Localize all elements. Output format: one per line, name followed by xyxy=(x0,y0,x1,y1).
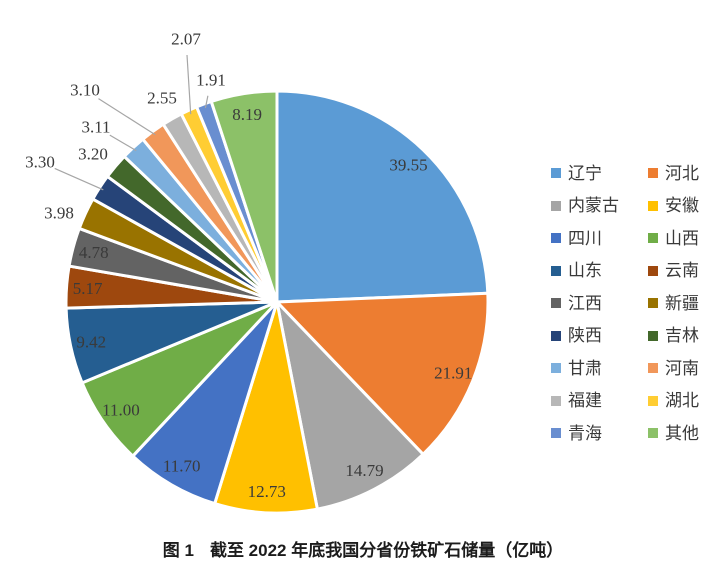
legend-item-7: 云南 xyxy=(648,262,699,279)
slice-value-label-14: 2.55 xyxy=(147,89,177,108)
legend-label: 福建 xyxy=(568,391,602,411)
legend-item-17: 其他 xyxy=(648,425,699,442)
slice-value-label-3: 12.73 xyxy=(248,482,286,501)
legend-swatch-icon xyxy=(551,265,561,276)
legend-item-9: 新疆 xyxy=(648,295,699,312)
figure-caption: 图 1 截至 2022 年底我国分省份铁矿石储量（亿吨） xyxy=(0,536,726,561)
slice-value-label-2: 14.79 xyxy=(345,461,383,480)
legend-item-13: 河南 xyxy=(648,360,699,377)
slice-value-label-4: 11.70 xyxy=(163,457,201,476)
legend-label: 吉林 xyxy=(665,326,699,346)
pie-slice-1 xyxy=(275,291,490,456)
slice-value-label-6: 9.42 xyxy=(76,332,106,351)
legend-label: 河南 xyxy=(665,358,699,378)
legend-item-15: 湖北 xyxy=(648,392,699,409)
slice-value-label-7: 5.17 xyxy=(73,279,103,298)
slice-value-label-17: 8.19 xyxy=(232,105,262,124)
legend-label: 其他 xyxy=(665,423,699,443)
legend-label: 安徽 xyxy=(665,196,699,216)
legend-swatch-icon xyxy=(648,298,658,309)
pie-slice-17 xyxy=(209,89,279,304)
leader-line-12 xyxy=(109,134,137,152)
legend-label: 内蒙古 xyxy=(568,196,619,216)
legend-label: 山东 xyxy=(568,261,602,281)
legend-swatch-icon xyxy=(551,363,561,374)
legend-swatch-icon xyxy=(648,330,658,341)
legend-label: 甘肃 xyxy=(568,358,602,378)
slice-value-label-10: 3.30 xyxy=(25,153,55,172)
slice-value-label-15: 2.07 xyxy=(171,30,201,49)
slice-value-label-0: 39.55 xyxy=(389,156,427,175)
legend-item-6: 山东 xyxy=(551,262,648,279)
legend-swatch-icon xyxy=(648,200,658,211)
legend-label: 河北 xyxy=(665,163,699,183)
legend-swatch-icon xyxy=(551,298,561,309)
figure-title: 截至 2022 年底我国分省份铁矿石储量（亿吨） xyxy=(209,541,564,560)
legend-swatch-icon xyxy=(551,395,561,406)
legend-swatch-icon xyxy=(551,200,561,211)
slice-value-label-12: 3.11 xyxy=(81,118,110,137)
legend-item-10: 陕西 xyxy=(551,327,648,344)
legend-swatch-icon xyxy=(551,428,561,439)
legend-swatch-icon xyxy=(648,168,658,179)
legend-swatch-icon xyxy=(648,363,658,374)
leader-line-15 xyxy=(186,54,192,115)
slice-value-label-5: 11.00 xyxy=(102,401,140,420)
pie-slice-0 xyxy=(275,89,490,304)
legend-label: 青海 xyxy=(568,423,602,443)
legend-item-3: 安徽 xyxy=(648,197,699,214)
legend-swatch-icon xyxy=(551,233,561,244)
legend-swatch-icon xyxy=(551,330,561,341)
legend-swatch-icon xyxy=(648,233,658,244)
slice-value-label-1: 21.91 xyxy=(434,363,472,382)
legend-item-8: 江西 xyxy=(551,295,648,312)
slice-value-label-8: 4.78 xyxy=(79,243,109,262)
legend-label: 江西 xyxy=(568,293,602,313)
legend-item-1: 河北 xyxy=(648,165,699,182)
legend-label: 辽宁 xyxy=(568,163,602,183)
slice-value-label-9: 3.98 xyxy=(44,204,74,223)
legend-swatch-icon xyxy=(648,395,658,406)
slice-value-label-11: 3.20 xyxy=(78,145,108,164)
legend-item-16: 青海 xyxy=(551,425,648,442)
legend-swatch-icon xyxy=(648,428,658,439)
figure-number: 图 1 xyxy=(162,541,194,560)
legend-item-14: 福建 xyxy=(551,392,648,409)
slice-value-label-13: 3.10 xyxy=(70,81,100,100)
legend-label: 山西 xyxy=(665,228,699,248)
legend-item-0: 辽宁 xyxy=(551,165,648,182)
slice-value-label-16: 1.91 xyxy=(196,71,226,90)
legend: 辽宁 河北内蒙古 安徽四川 山西山东 云南江西 新疆陕西 吉林甘肃 河南福建 湖北青海 其他 xyxy=(551,157,699,450)
legend-item-12: 甘肃 xyxy=(551,360,648,377)
leader-line-10 xyxy=(54,167,104,191)
legend-label: 湖北 xyxy=(665,391,699,411)
legend-swatch-icon xyxy=(551,168,561,179)
legend-item-11: 吉林 xyxy=(648,327,699,344)
legend-label: 云南 xyxy=(665,261,699,281)
legend-item-2: 内蒙古 xyxy=(551,197,648,214)
legend-label: 新疆 xyxy=(665,293,699,313)
legend-item-4: 四川 xyxy=(551,230,648,247)
leader-line-16 xyxy=(204,95,209,109)
legend-label: 陕西 xyxy=(568,326,602,346)
legend-swatch-icon xyxy=(648,265,658,276)
legend-label: 四川 xyxy=(568,228,602,248)
legend-item-5: 山西 xyxy=(648,230,699,247)
leader-line-13 xyxy=(98,98,156,136)
pie-slice-2 xyxy=(275,300,425,511)
pie-slice-3 xyxy=(213,300,319,515)
